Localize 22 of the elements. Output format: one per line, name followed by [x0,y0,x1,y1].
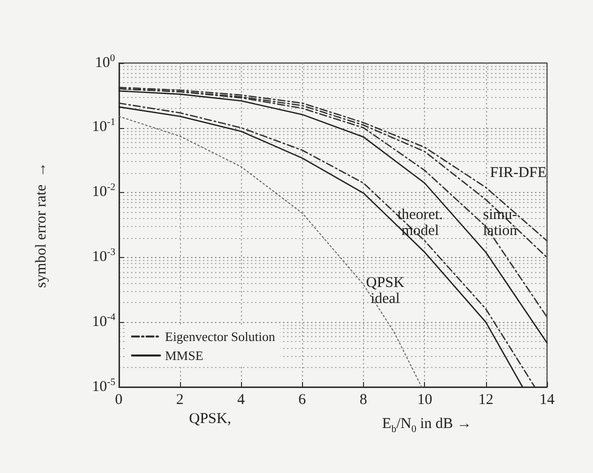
y-tick-label: 10$^{0}$ [95,52,115,72]
annotation: QPSK ideal [366,275,404,308]
y-axis-title: symbol error rate → [34,162,50,288]
x-tick-label: 8 [360,392,368,409]
legend-label: MMSE [165,348,204,363]
y-tick-label: 10$^{-3}$ [92,246,116,266]
x-tick-label: 0 [115,392,122,409]
text: QPSK, [189,411,232,428]
x-axis-title: E$_{b}$/N$_{0}$ in dB → [382,416,472,435]
x-tick-label: 12 [478,392,494,409]
annotation: FIR-DFE [490,165,547,182]
x-tick-label: 2 [176,392,184,409]
x-tick-label: 10 [417,392,432,409]
x-tick-label: 6 [298,392,306,409]
y-tick-label: 10$^{-1}$ [92,117,116,136]
y-tick-label: 10$^{-4}$ [92,312,116,330]
legend-label: Eigenvector Solution [165,329,276,344]
y-tick-label: 10$^{-2}$ [92,182,116,201]
x-tick-label: 4 [237,392,245,409]
y-tick-label: 10$^{-5}$ [92,376,116,396]
x-tick-label: 14 [540,392,554,409]
annotation: simu- lation [483,207,518,240]
